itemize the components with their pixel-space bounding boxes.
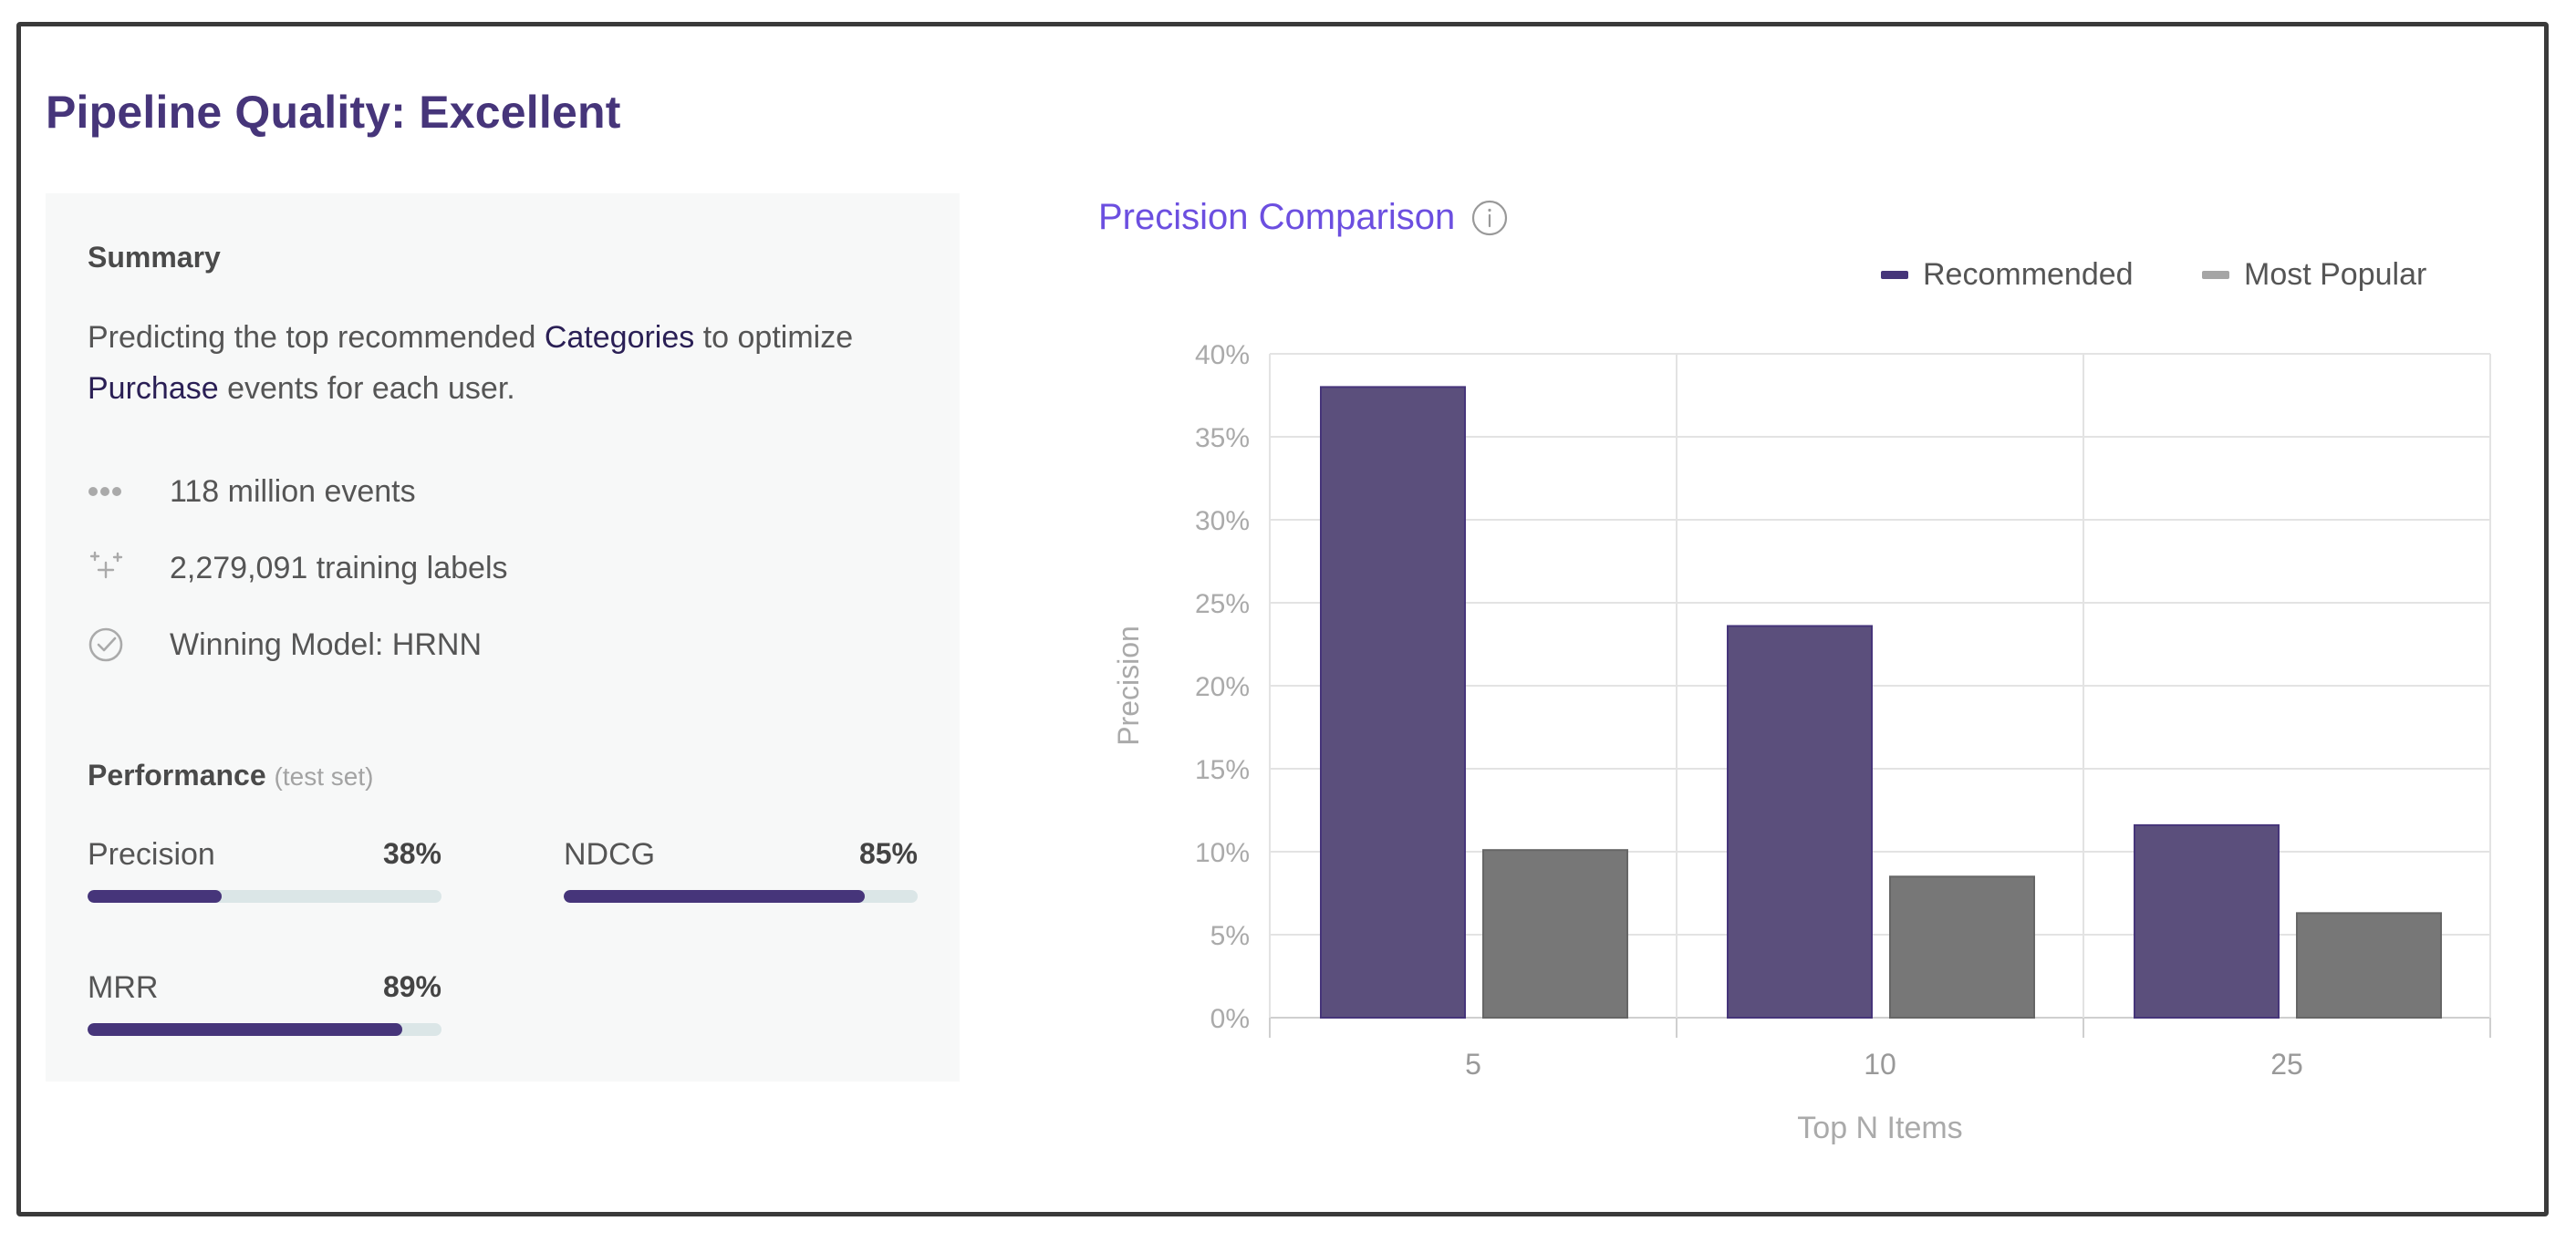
legend-item-most-popular[interactable]: Most Popular — [2202, 257, 2426, 293]
bar-recommended — [1320, 386, 1466, 1019]
bar-recommended — [2134, 823, 2280, 1019]
stat-model-text: Winning Model: HRNN — [170, 626, 482, 662]
target-category: Categories — [544, 320, 695, 355]
legend-swatch — [2202, 271, 2229, 279]
summary-heading: Summary — [88, 241, 221, 274]
chart-header: Precision Comparison — [1098, 197, 1508, 238]
metric-fill — [88, 1023, 403, 1036]
metric-name: NDCG — [564, 837, 656, 872]
y-tick-label: 25% — [1195, 589, 1250, 619]
stat-labels-text: 2,279,091 training labels — [170, 550, 508, 585]
y-tick-label: 40% — [1195, 340, 1250, 370]
metric-track — [88, 1023, 441, 1036]
bar-most-popular — [2296, 912, 2442, 1019]
bar-most-popular — [1482, 849, 1628, 1019]
metric-name: MRR — [88, 970, 159, 1005]
summary-text-part: events for each user. — [218, 371, 515, 406]
summary-description: Predicting the top recommended Categorie… — [88, 312, 909, 414]
y-tick-label: 15% — [1195, 755, 1250, 785]
x-axis-title: Top N Items — [1797, 1111, 1962, 1145]
y-tick-label: 20% — [1195, 672, 1250, 702]
x-tick-label: 25 — [2270, 1048, 2303, 1081]
chart-title: Precision Comparison — [1098, 197, 1456, 237]
metric-track — [88, 890, 441, 903]
y-tick-label: 35% — [1195, 423, 1250, 453]
summary-text-part: to optimize — [694, 320, 854, 355]
x-tick-label: 5 — [1465, 1048, 1481, 1081]
legend-swatch — [1881, 271, 1908, 279]
y-tick-label: 10% — [1195, 838, 1250, 868]
stat-labels: 2,279,091 training labels — [88, 545, 508, 591]
metric-name: Precision — [88, 837, 215, 872]
summary-panel: Summary Predicting the top recommended C… — [46, 193, 960, 1082]
dots-icon — [88, 471, 128, 512]
summary-text-part: Predicting the top recommended — [88, 320, 545, 355]
performance-heading: Performance (test set) — [88, 759, 373, 792]
metric-value: 38% — [382, 837, 441, 870]
metric-value: 89% — [382, 970, 441, 1003]
stat-events: 118 million events — [88, 469, 416, 514]
performance-heading-label: Performance — [88, 759, 266, 792]
sparkle-icon — [88, 548, 128, 588]
legend-label: Most Popular — [2244, 257, 2427, 292]
target-event: Purchase — [88, 371, 219, 406]
y-tick-label: 30% — [1195, 506, 1250, 536]
metric-value: 85% — [858, 837, 918, 870]
info-icon[interactable] — [1471, 200, 1508, 236]
metric-fill — [88, 890, 223, 903]
legend-label: Recommended — [1923, 257, 2134, 292]
bar-most-popular — [1889, 875, 2035, 1019]
y-tick-label: 0% — [1210, 1004, 1250, 1034]
stat-model: Winning Model: HRNN — [88, 622, 482, 668]
metric-track — [564, 890, 918, 903]
metric-fill — [564, 890, 865, 903]
check-circle-icon — [88, 625, 128, 665]
stat-events-text: 118 million events — [170, 473, 416, 509]
page-title: Pipeline Quality: Excellent — [46, 87, 621, 138]
y-axis-title: Precision — [1112, 626, 1145, 746]
x-tick-label: 10 — [1864, 1048, 1896, 1081]
performance-note: (test set) — [274, 762, 374, 791]
bar-recommended — [1727, 625, 1873, 1019]
precision-bar-chart: 0% 5% 10% 15% 20% 25% 30% 35% 40% 5 10 25 Top N Item… — [1112, 340, 2491, 1145]
y-tick-label: 5% — [1210, 921, 1250, 951]
legend-item-recommended[interactable]: Recommended — [1881, 257, 2134, 293]
